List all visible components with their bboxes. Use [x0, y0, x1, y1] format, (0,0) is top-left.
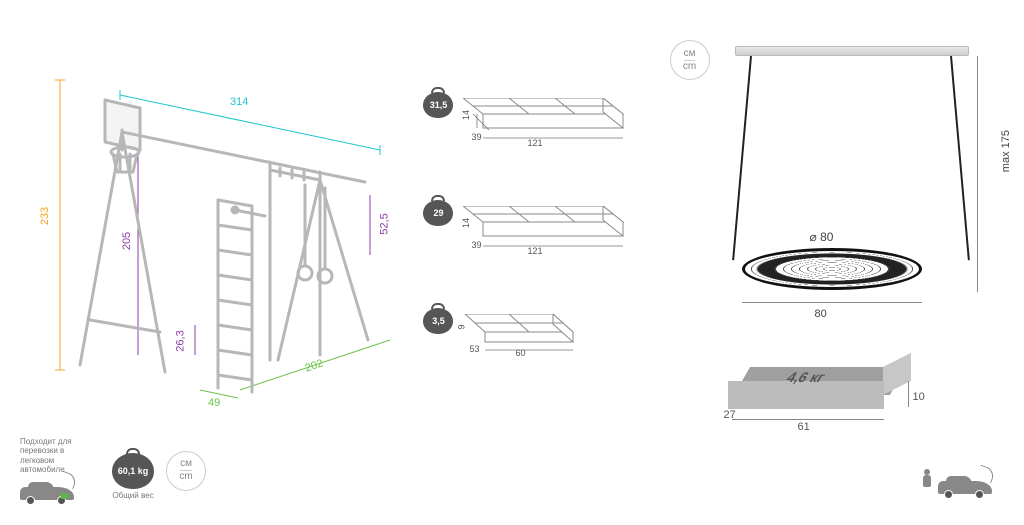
swing-diameter: ⌀ 80 [810, 230, 834, 244]
unit-badge: см cm [166, 451, 206, 491]
unit-badge: см cm [670, 40, 710, 80]
slab-svg [463, 314, 603, 368]
kettlebell-icon: 60,1 kg [112, 448, 154, 489]
pkg1-d: 39 [471, 240, 481, 250]
kettlebell-icon: 3,5 [423, 303, 453, 334]
playframe-svg [20, 40, 420, 420]
kettlebell-icon: 29 [423, 195, 453, 226]
car-loading-icon [938, 473, 992, 499]
slab-svg [463, 98, 643, 160]
kettlebell-icon: 31,5 [423, 87, 453, 118]
pkg1-w: 121 [527, 246, 542, 256]
pkg2-h: 9 [457, 324, 467, 329]
dim-ladder-step: 26,3 [175, 330, 187, 351]
transport-info: Подходит для перевозки в легковом автомо… [20, 437, 206, 505]
swing-diagram: см cm ⌀ 80 max 175 80 [670, 40, 1004, 340]
swing-column: см cm ⌀ 80 max 175 80 4,6 кг 61 27 [670, 40, 1004, 505]
transport-text: Подходит для перевозки в легковом автомо… [20, 437, 100, 475]
structure-diagram: 233 314 205 52,5 26,3 49 202 Подходит дл… [20, 40, 413, 505]
pkg0-w: 121 [527, 138, 542, 148]
dim-width-total: 314 [230, 96, 248, 108]
nest-swing-seat [742, 248, 922, 290]
package-1: 29 121 [423, 196, 659, 276]
dim-height-bar: 205 [121, 232, 133, 250]
slab-svg [463, 206, 643, 268]
swing-rope-left [732, 56, 752, 260]
dim-side-bar: 52,5 [379, 213, 391, 234]
car-icon [20, 479, 74, 505]
swing-width: 80 [815, 308, 827, 320]
pkg2-d: 53 [469, 344, 479, 354]
dim-height-total: 233 [39, 207, 51, 225]
swing-beam [735, 46, 969, 56]
package-0: 31,5 [423, 88, 659, 168]
box-w: 61 [798, 421, 810, 433]
total-weight-label: Общий вес [112, 491, 154, 500]
swing-max-height: max 175 [1000, 130, 1012, 172]
pkg2-w: 60 [515, 348, 525, 358]
pkg0-d: 39 [471, 132, 481, 142]
package-2: 3,5 60 53 9 [423, 304, 659, 374]
pkg1-h: 14 [461, 218, 471, 228]
pkg0-h: 14 [461, 110, 471, 120]
packages-column: 31,5 [423, 40, 659, 505]
swing-rope-right [950, 56, 970, 260]
dim-ladder-width: 49 [208, 397, 220, 409]
box-h: 10 [913, 391, 925, 403]
shipping-box: 4,6 кг 61 27 10 [728, 367, 968, 447]
